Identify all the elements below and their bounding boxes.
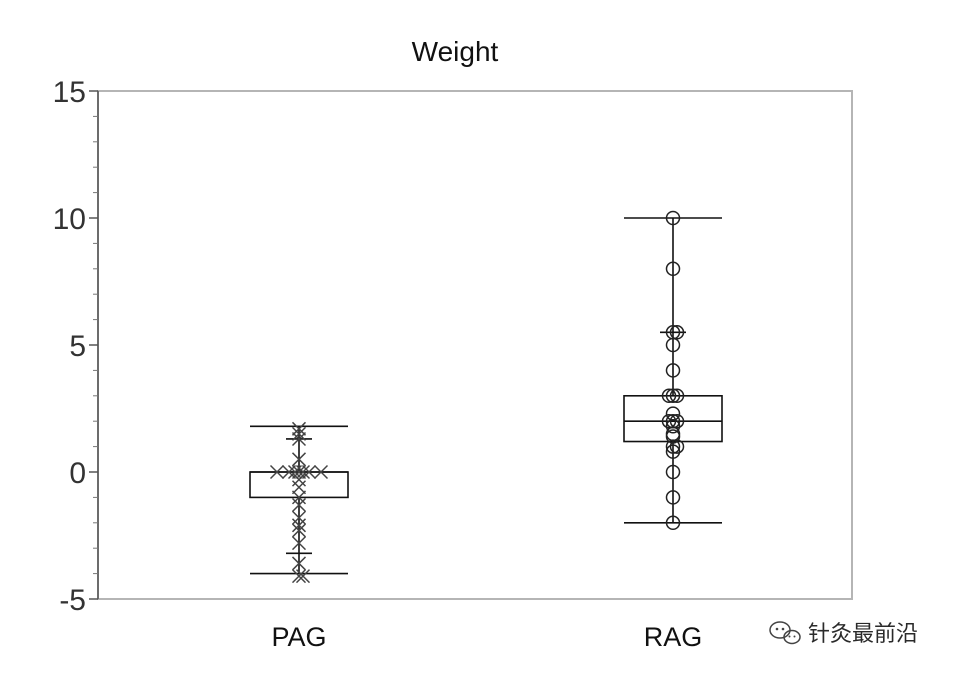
data-point	[665, 419, 681, 434]
data-point	[291, 480, 307, 495]
data-point	[295, 569, 311, 584]
y-tick-label: 0	[69, 457, 86, 490]
data-point	[665, 490, 681, 505]
x-axis: PAG RAG	[271, 622, 702, 652]
data-point	[669, 413, 685, 429]
data-point	[665, 464, 681, 480]
plot-frame	[97, 90, 853, 600]
data-point	[313, 464, 329, 480]
data-point	[291, 518, 307, 533]
data-point	[291, 569, 307, 584]
data-point	[287, 464, 303, 480]
box-group-pag	[249, 421, 349, 584]
wechat-icon	[769, 621, 801, 645]
plot-area	[249, 210, 723, 584]
data-point	[291, 426, 307, 441]
data-point	[669, 439, 685, 454]
data-point	[665, 444, 681, 459]
chart-title: Weight	[412, 36, 499, 67]
data-point	[291, 431, 307, 447]
box-iqr	[623, 394, 723, 443]
data-point	[291, 497, 307, 513]
data-point	[665, 210, 681, 226]
data-point	[669, 388, 685, 404]
data-point	[669, 325, 685, 340]
data-point	[291, 523, 307, 538]
y-tick-label: 5	[69, 330, 86, 363]
y-tick-label: 10	[53, 203, 86, 236]
data-point	[665, 388, 681, 404]
data-point	[665, 439, 681, 454]
watermark-text: 针灸最前沿	[808, 622, 918, 647]
data-point	[291, 452, 307, 467]
data-point	[291, 421, 307, 436]
x-tick-label-rag: RAG	[644, 622, 703, 652]
data-point	[665, 363, 681, 378]
data-point	[665, 429, 681, 444]
y-axis: -5 0 5 10 15	[53, 76, 99, 617]
box-group-rag	[623, 210, 723, 531]
data-point	[269, 464, 285, 480]
data-point	[665, 515, 681, 531]
data-point	[661, 388, 677, 404]
data-point	[281, 464, 297, 480]
data-point	[665, 337, 681, 353]
watermark: 针灸最前沿	[769, 621, 918, 647]
data-point	[665, 261, 681, 277]
data-point	[661, 413, 677, 429]
y-tick-label: 15	[53, 76, 86, 109]
data-point	[291, 536, 307, 551]
x-tick-label-pag: PAG	[271, 622, 326, 652]
data-point	[301, 464, 317, 480]
data-point	[291, 556, 307, 571]
y-tick-label: -5	[59, 584, 86, 617]
